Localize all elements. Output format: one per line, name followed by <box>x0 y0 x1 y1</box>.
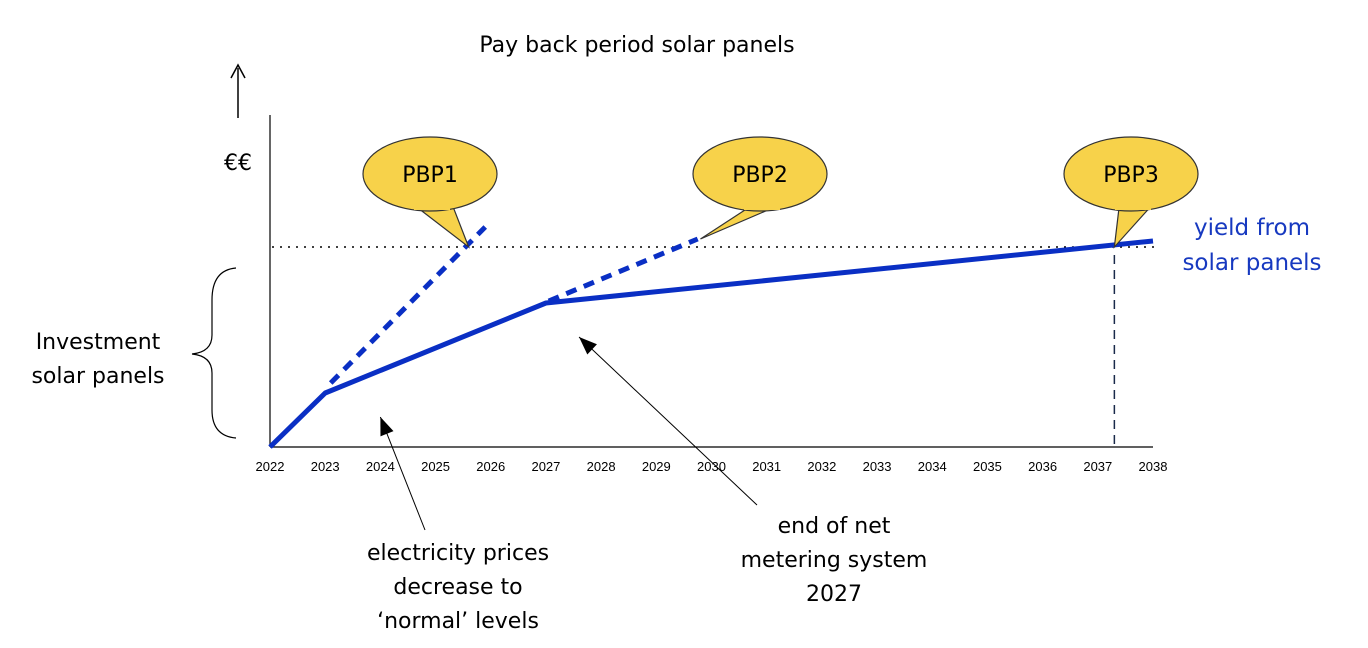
x-tick-label: 2036 <box>1028 459 1057 474</box>
callout-pbp2: PBP2 <box>692 136 828 240</box>
yield-line <box>268 238 1154 449</box>
callout-label: PBP2 <box>732 163 788 188</box>
callout-pbp3: PBP3 <box>1063 136 1199 249</box>
arrowhead-icon <box>579 337 597 355</box>
callout-label: PBP1 <box>402 163 458 188</box>
x-tick-label: 2033 <box>863 459 892 474</box>
annotation-text: electricity prices decrease to ‘normal’ le… <box>367 541 549 634</box>
annotation-arrow <box>379 416 426 531</box>
x-tick-label: 2031 <box>752 459 781 474</box>
x-tick-label: 2038 <box>1139 459 1168 474</box>
callout-bubble <box>692 136 828 212</box>
x-tick-label: 2028 <box>587 459 616 474</box>
y-axis-label: €€ <box>224 151 252 176</box>
x-tick-label: 2037 <box>1083 459 1112 474</box>
x-tick-label: 2035 <box>973 459 1002 474</box>
callout-bubble <box>1063 136 1199 212</box>
callout-join <box>744 200 780 210</box>
callout-bubble <box>362 136 498 212</box>
series-label: yield from solar panels <box>1182 215 1321 276</box>
y-up-arrow-icon <box>230 63 246 118</box>
x-tick-label: 2026 <box>476 459 505 474</box>
callout-join <box>414 200 450 210</box>
annotation-text: end of net metering system 2027 <box>741 514 928 607</box>
annotation: end of net metering system 2027 <box>578 336 928 607</box>
annotation: electricity prices decrease to ‘normal’ le… <box>367 416 549 634</box>
investment-brace <box>191 267 237 439</box>
x-tick-label: 2022 <box>256 459 285 474</box>
x-tick-label: 2032 <box>807 459 836 474</box>
x-tick-label: 2025 <box>421 459 450 474</box>
x-tick-label: 2027 <box>531 459 560 474</box>
x-tick-label: 2023 <box>311 459 340 474</box>
x-tick-label: 2030 <box>697 459 726 474</box>
x-tick-label: 2024 <box>366 459 395 474</box>
callout-label: PBP3 <box>1103 163 1159 188</box>
chart-title: Pay back period solar panels <box>479 33 794 58</box>
arrowhead-icon <box>380 417 394 437</box>
dashed-projection-line <box>547 236 699 304</box>
callout-join <box>1115 200 1151 210</box>
x-tick-label: 2034 <box>918 459 947 474</box>
x-tick-label: 2029 <box>642 459 671 474</box>
annotation-arrow <box>578 336 758 506</box>
callout-pbp1: PBP1 <box>362 136 498 249</box>
investment-label: Investment solar panels <box>31 330 164 389</box>
